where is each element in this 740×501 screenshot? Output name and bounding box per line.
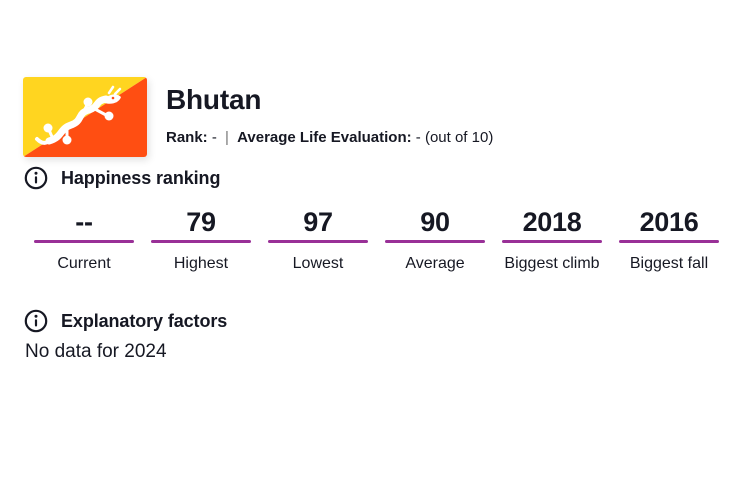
bhutan-flag-image <box>23 77 147 157</box>
dragon-emblem <box>35 85 122 145</box>
rank-value: - <box>211 129 217 146</box>
stat-average: 90 Average <box>385 206 485 278</box>
stat-value: -- <box>75 207 93 237</box>
stat-value: 2018 <box>522 207 582 237</box>
country-header: Bhutan Rank: - | Average Life Evaluation… <box>166 85 493 147</box>
stat-value: 2016 <box>639 207 699 237</box>
stat-underline <box>268 240 368 243</box>
country-name: Bhutan <box>166 84 262 115</box>
stat-biggest-fall: 2016 Biggest fall <box>619 206 719 278</box>
stat-underline <box>385 240 485 243</box>
stat-label: Average <box>405 255 465 272</box>
no-data-message: No data for 2024 <box>25 341 167 362</box>
stat-underline <box>151 240 251 243</box>
bhutan-flag <box>23 77 147 157</box>
explanatory-factors-section-header: Explanatory factors <box>24 309 227 333</box>
stat-underline <box>502 240 602 243</box>
info-icon[interactable] <box>24 166 48 190</box>
stat-current: -- Current <box>34 206 134 278</box>
stat-value: 90 <box>420 207 450 237</box>
stat-label: Biggest fall <box>629 255 709 272</box>
stat-biggest-climb: 2018 Biggest climb <box>502 206 602 278</box>
separator: | <box>225 129 229 146</box>
stat-label: Biggest climb <box>504 255 600 272</box>
info-icon[interactable] <box>24 309 48 333</box>
rank-summary: Rank: - | Average Life Evaluation: - (ou… <box>166 128 493 147</box>
stat-value: 97 <box>303 207 333 237</box>
stat-label: Lowest <box>292 255 344 272</box>
happiness-stats-row: -- Current 79 Highest 97 Lowest 90 Avera… <box>34 206 719 278</box>
life-evaluation-label: Average Life Evaluation: <box>237 129 412 146</box>
explanatory-factors-title: Explanatory factors <box>61 310 228 331</box>
stat-value: 79 <box>186 207 216 237</box>
life-evaluation-value: - (out of 10) <box>415 129 494 146</box>
stat-highest: 79 Highest <box>151 206 251 278</box>
happiness-ranking-title: Happiness ranking <box>61 167 221 188</box>
stat-label: Current <box>57 255 111 272</box>
stat-underline <box>34 240 134 243</box>
stat-lowest: 97 Lowest <box>268 206 368 278</box>
stat-label: Highest <box>173 255 229 272</box>
rank-label: Rank: <box>166 129 208 146</box>
happiness-ranking-section-header: Happiness ranking <box>24 166 220 190</box>
stat-underline <box>619 240 719 243</box>
